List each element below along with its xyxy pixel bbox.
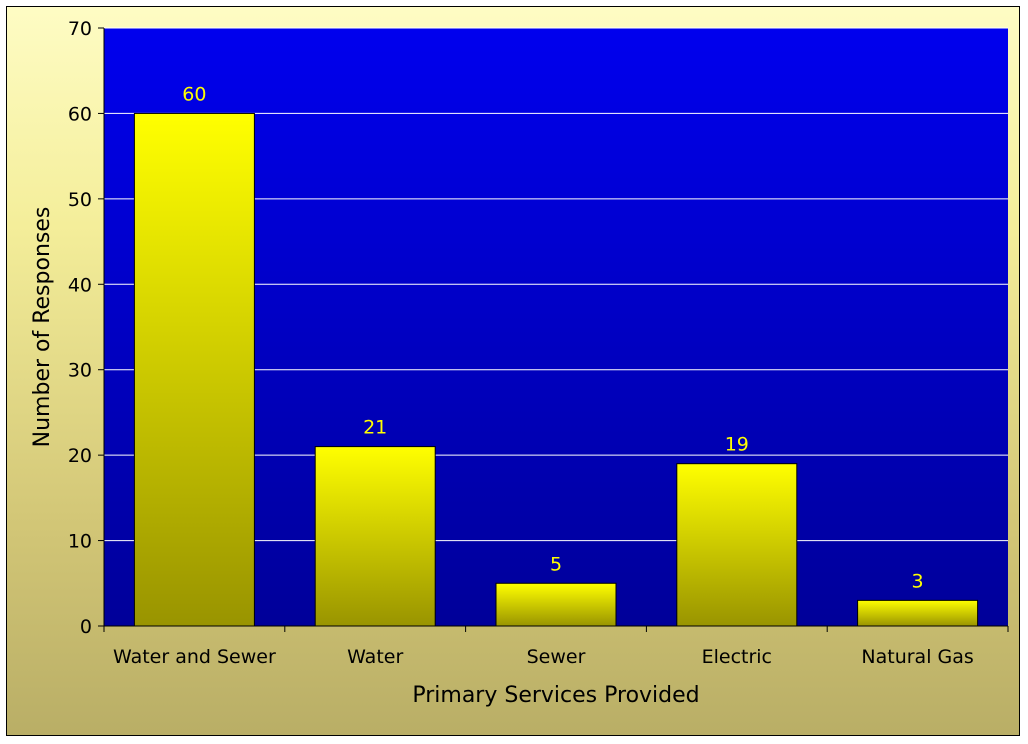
x-tick-label: Natural Gas (861, 646, 973, 668)
x-axis-title: Primary Services Provided (412, 683, 699, 708)
bar (495, 582, 617, 627)
data-label: 19 (725, 434, 749, 456)
data-label: 5 (550, 553, 562, 575)
y-tick-label: 20 (68, 445, 92, 467)
bar (676, 463, 798, 627)
x-tick-label: Water and Sewer (113, 646, 276, 668)
data-label: 60 (182, 83, 206, 105)
x-tick-label: Electric (702, 646, 772, 668)
data-label: 21 (363, 417, 387, 439)
y-tick-label: 70 (68, 18, 92, 40)
bar (314, 446, 436, 627)
y-axis-title: Number of Responses (30, 207, 55, 448)
y-tick-label: 50 (68, 189, 92, 211)
x-tick-label: Sewer (527, 646, 586, 668)
x-tick-label: Water (347, 646, 403, 668)
y-tick-label: 0 (80, 616, 92, 638)
y-tick-label: 30 (68, 360, 92, 382)
y-tick-label: 40 (68, 274, 92, 296)
bar (857, 599, 979, 627)
bar (133, 112, 255, 627)
y-tick-label: 10 (68, 531, 92, 553)
data-label: 3 (912, 570, 924, 592)
y-tick-label: 60 (68, 103, 92, 125)
